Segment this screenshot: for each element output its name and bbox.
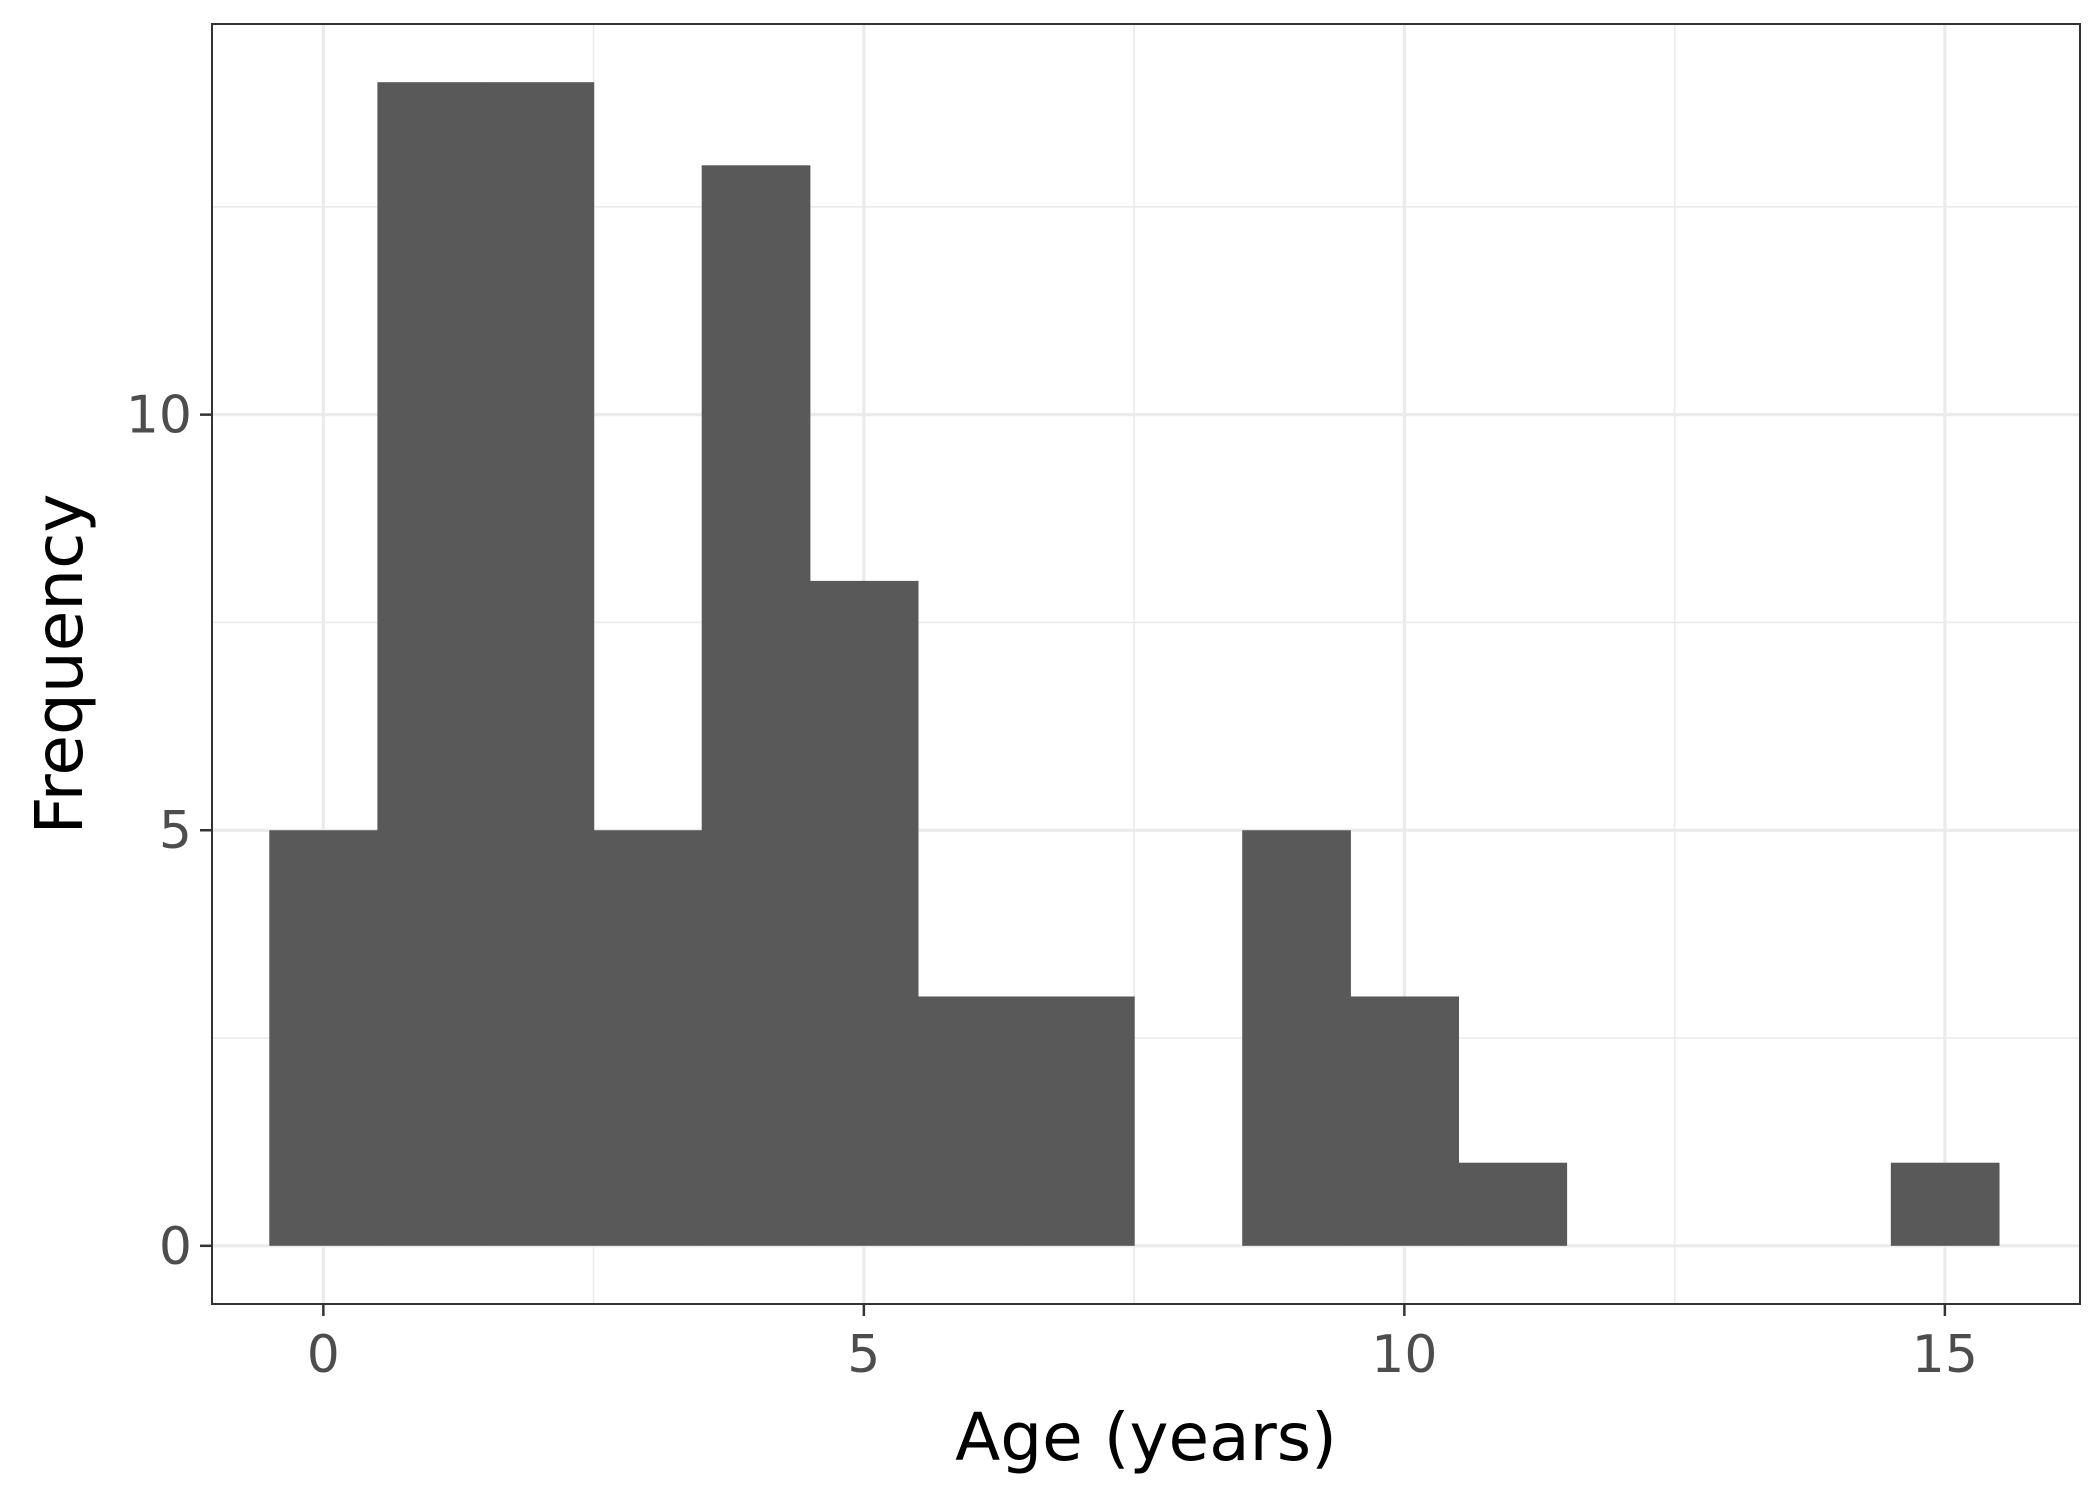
histogram-bar-11 [1458, 1162, 1568, 1246]
x-tick-label: 5 [847, 1325, 880, 1385]
histogram-bar-4 [701, 165, 811, 1246]
histogram-bars [269, 82, 2000, 1246]
y-axis-ticks: 0 5 10 [126, 386, 212, 1277]
histogram-bar-0 [269, 830, 378, 1246]
histogram-bar-5 [809, 580, 919, 1246]
histogram-bar-9 [1242, 830, 1351, 1246]
y-tick-label: 5 [159, 801, 192, 861]
histogram-bar-15 [1890, 1162, 2000, 1246]
histogram-bar-3 [593, 830, 703, 1246]
x-axis-title: Age (years) [955, 1399, 1337, 1476]
panel-border [211, 23, 2081, 1305]
x-tick-label: 15 [1912, 1325, 1978, 1385]
x-tick-label: 10 [1371, 1325, 1437, 1385]
x-axis-ticks: 0 5 10 15 [307, 1304, 1978, 1385]
histogram-bar-6 [917, 996, 1027, 1246]
histogram-bar-1 [377, 82, 487, 1246]
histogram-bar-2 [485, 82, 595, 1246]
y-tick-label: 10 [126, 386, 192, 446]
x-tick-label: 0 [307, 1325, 340, 1385]
y-axis-title: Frequency [21, 494, 98, 835]
histogram-bar-10 [1350, 996, 1460, 1246]
histogram-bar-7 [1026, 996, 1135, 1246]
y-tick-label: 0 [159, 1217, 192, 1277]
